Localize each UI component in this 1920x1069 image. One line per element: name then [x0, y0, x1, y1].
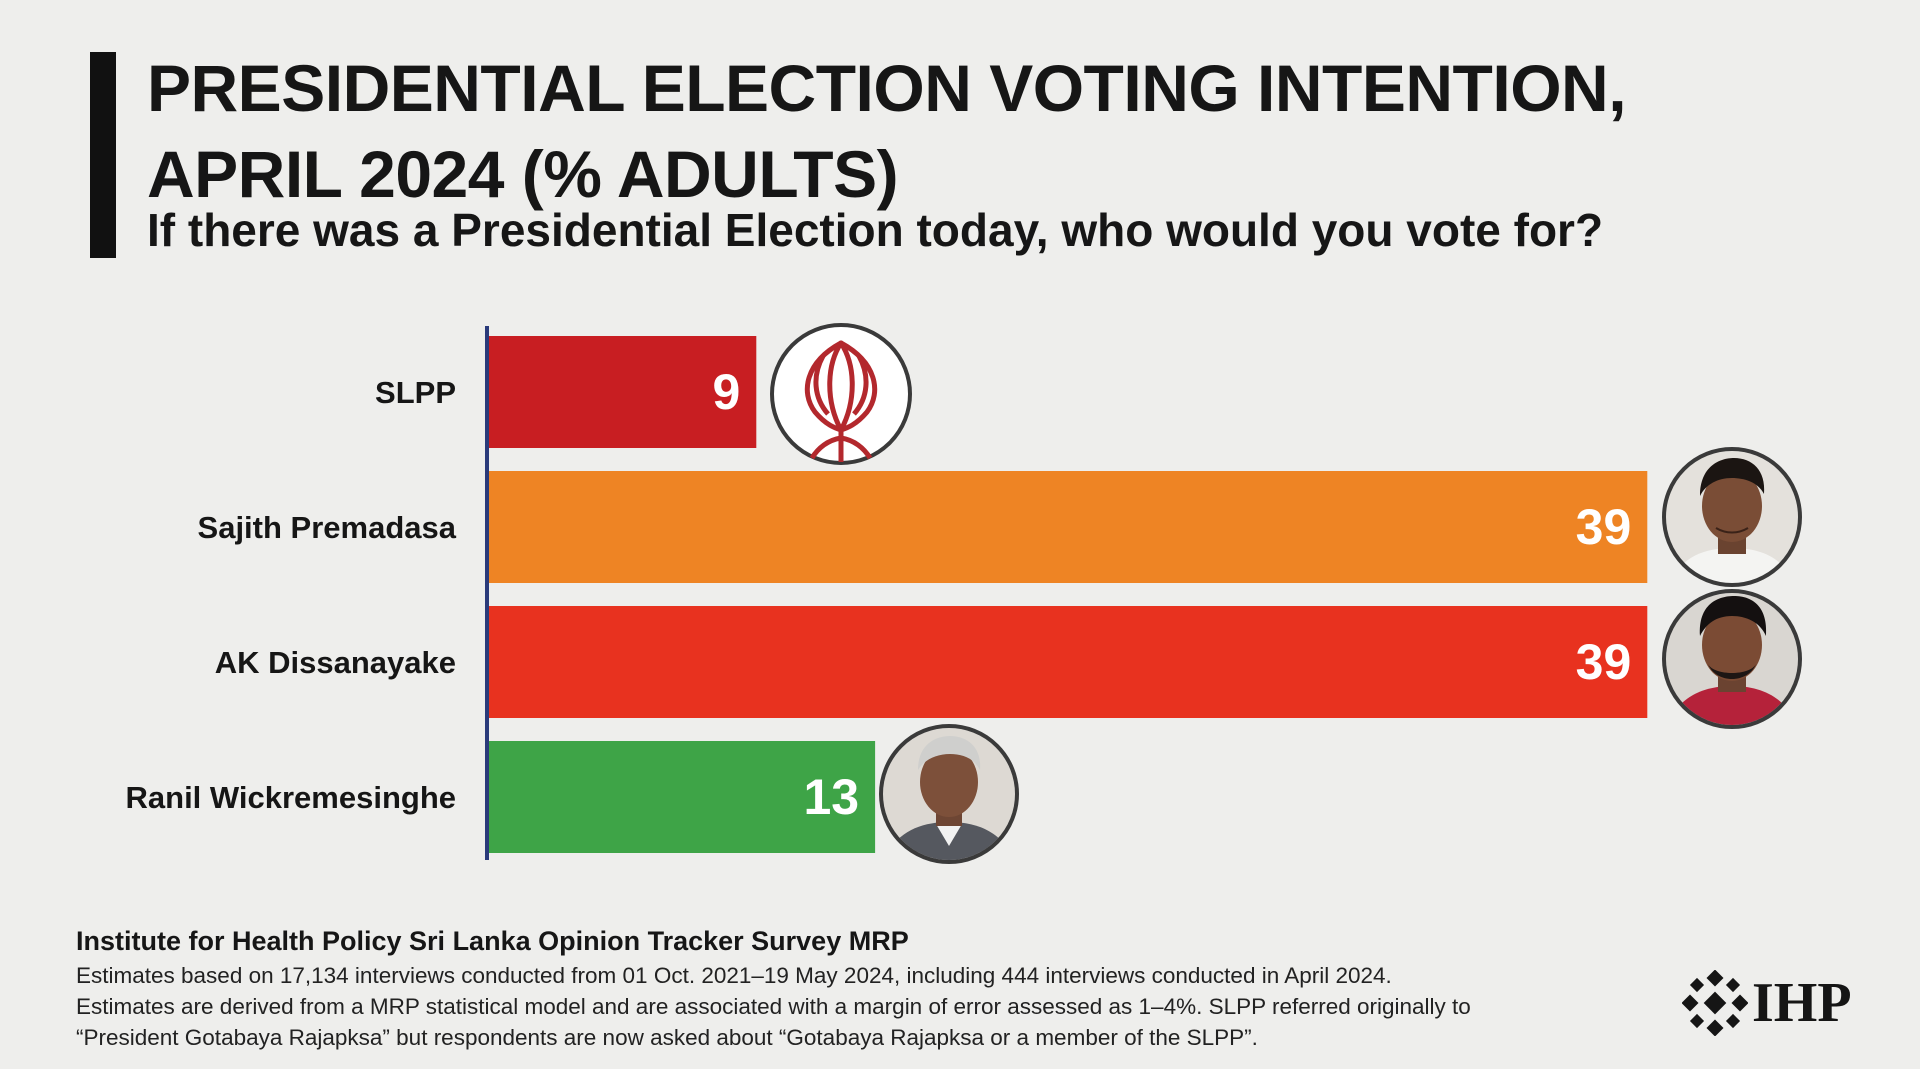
ihp-logo-text: IHP — [1752, 972, 1852, 1034]
ranil-wickremesinghe-portrait — [879, 724, 1019, 864]
value-label-ranil-wickremesinghe: 13 — [803, 769, 859, 825]
methodology-note: Estimates based on 17,134 interviews con… — [76, 960, 1636, 1053]
bar-ranil-wickremesinghe — [489, 741, 876, 853]
note-line-3: “President Gotabaya Rajapksa” but respon… — [76, 1025, 1258, 1050]
category-label-ranil-wickremesinghe: Ranil Wickremesinghe — [126, 780, 457, 815]
bar-ak-dissanayake — [489, 606, 1648, 718]
bar-slpp — [489, 336, 757, 448]
category-label-slpp: SLPP — [375, 375, 456, 410]
title-accent-bar — [90, 52, 116, 258]
bar-sajith-premadasa — [489, 471, 1648, 583]
chart-subtitle: If there was a Presidential Election tod… — [147, 204, 1604, 256]
category-label-ak-dissanayake: AK Dissanayake — [215, 645, 456, 680]
title-line-2: APRIL 2024 (% ADULTS) — [147, 137, 899, 211]
source-title: Institute for Health Policy Sri Lanka Op… — [76, 926, 909, 956]
slpp-lotus-bud-icon — [770, 323, 912, 465]
chart-title: PRESIDENTIAL ELECTION VOTING INTENTION, … — [147, 45, 1847, 217]
bar-chart: 9 SLPP 39 Sajith Premadasa 39 AK Dissanayake 1… — [126, 323, 1802, 864]
ihp-logo-mark-icon — [1682, 970, 1748, 1036]
title-line-1: PRESIDENTIAL ELECTION VOTING INTENTION, — [147, 51, 1627, 125]
ak-dissanayake-portrait — [1662, 589, 1802, 729]
note-line-1: Estimates based on 17,134 interviews con… — [76, 963, 1392, 988]
value-label-ak-dissanayake: 39 — [1576, 634, 1632, 690]
note-line-2: Estimates are derived from a MRP statist… — [76, 994, 1471, 1019]
value-label-slpp: 9 — [712, 364, 740, 420]
sajith-premadasa-portrait — [1662, 447, 1802, 587]
ihp-logo: IHP — [1682, 968, 1882, 1038]
category-label-sajith-premadasa: Sajith Premadasa — [198, 510, 457, 545]
bars-layer: 9 SLPP 39 Sajith Premadasa 39 AK Dissanayake 1… — [126, 336, 1648, 853]
value-label-sajith-premadasa: 39 — [1576, 499, 1632, 555]
